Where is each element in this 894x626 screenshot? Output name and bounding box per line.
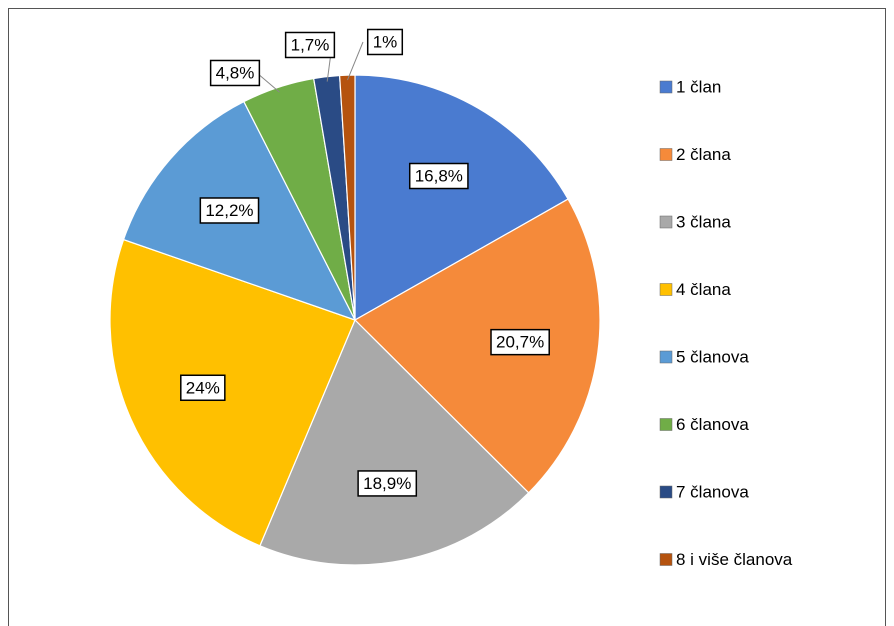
data-label: 20,7%: [496, 333, 544, 352]
legend-swatch: [659, 485, 673, 499]
label-box: [209, 59, 261, 87]
label-box: [180, 374, 226, 402]
label-box: [357, 470, 418, 497]
label-box: [366, 28, 404, 56]
data-label: 4,8%: [216, 63, 255, 82]
leader-line: [347, 41, 364, 81]
pie-slice: [338, 74, 356, 321]
legend-label: 3 člana: [676, 212, 731, 231]
label-box: [284, 31, 336, 59]
leader-line: [256, 72, 280, 93]
legend-label: 2 člana: [676, 145, 731, 164]
data-label: 16,8%: [415, 167, 463, 186]
label-box: [490, 328, 550, 356]
label-box: [408, 162, 469, 190]
legend-swatch: [659, 80, 673, 94]
legend-label: 7 članova: [676, 482, 749, 501]
data-label: 1,7%: [291, 35, 330, 54]
pie-slice: [354, 74, 569, 322]
label-box: [199, 197, 260, 224]
pie-slice: [259, 318, 530, 566]
data-label: 1%: [373, 32, 398, 51]
data-label: 24%: [186, 378, 220, 397]
legend-label: 8 i više članova: [676, 550, 793, 569]
legend-swatch: [659, 350, 673, 364]
data-label: 18,9%: [363, 474, 411, 493]
legend-swatch: [659, 553, 673, 566]
legend-label: 4 člana: [676, 280, 731, 299]
legend-label: 6 članova: [676, 415, 749, 434]
legend-label: 5 članova: [676, 347, 749, 366]
data-label: 12,2%: [205, 201, 253, 220]
legend-swatch: [659, 215, 673, 229]
legend-label: 1 član: [676, 77, 721, 96]
pie-slice: [354, 198, 601, 494]
legend-swatch: [659, 148, 673, 161]
legend-swatch: [659, 283, 673, 296]
pie-slice: [109, 238, 356, 547]
legend-swatch: [659, 418, 673, 431]
